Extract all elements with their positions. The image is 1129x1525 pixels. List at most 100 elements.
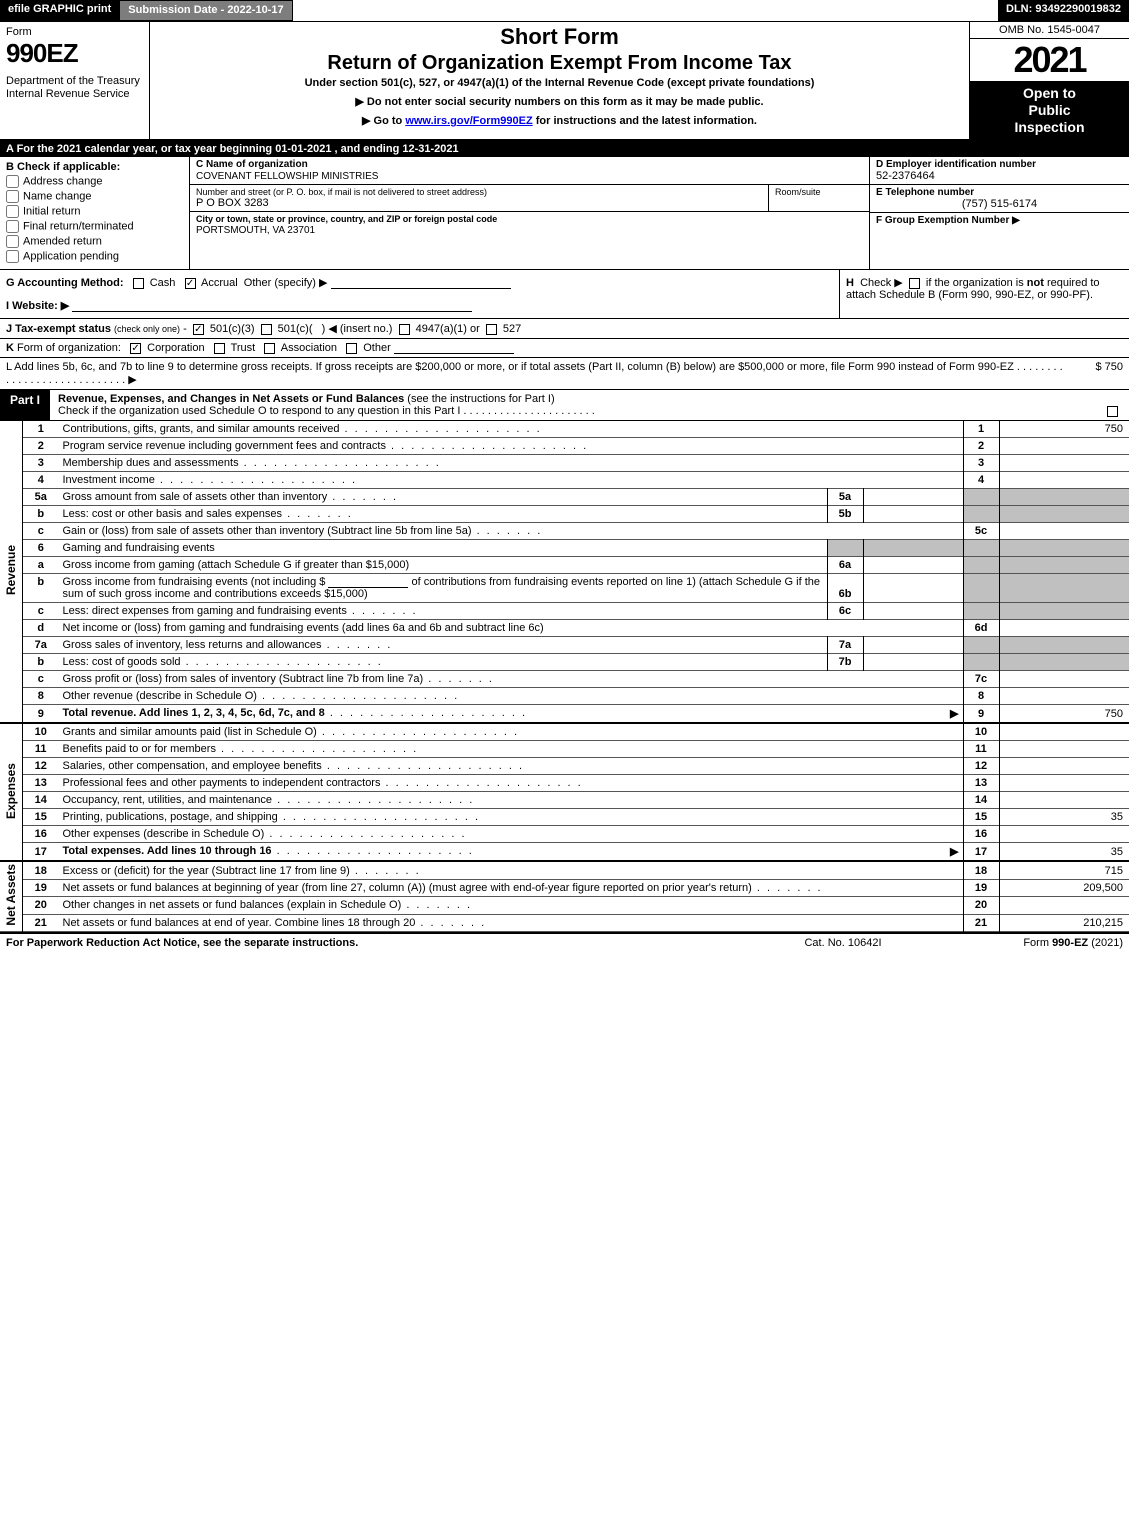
irs-link[interactable]: www.irs.gov/Form990EZ [405,115,532,127]
r5b-sub: 5b [827,506,863,523]
r5b-num: b [23,506,59,523]
r6b-sub: 6b [827,574,863,603]
r9-num: 9 [23,705,59,724]
row-18: Net Assets 18 Excess or (deficit) for th… [0,861,1129,879]
cb-address-change[interactable]: Address change [6,175,183,188]
cb-application-pending-input[interactable] [6,250,19,263]
r16-num: 16 [23,826,59,843]
cb-other-org[interactable] [346,343,357,354]
open-to-public-badge: Open to Public Inspection [970,81,1129,139]
r18-val: 715 [999,861,1129,879]
r7a-num: 7a [23,637,59,654]
r17-num: 17 [23,843,59,862]
cat-no: Cat. No. 10642I [743,937,943,949]
dots-icon [181,656,383,668]
cb-501c[interactable] [261,324,272,335]
under-section-text: Under section 501(c), 527, or 4947(a)(1)… [158,77,961,89]
r3-desc: Membership dues and assessments [59,455,964,472]
cb-schedule-b[interactable] [909,278,920,289]
ein-label: D Employer identification number [876,159,1123,170]
r12-desc: Salaries, other compensation, and employ… [59,758,964,775]
cb-schedule-o-part1[interactable] [1107,406,1118,417]
cb-address-change-input[interactable] [6,175,19,188]
city-label: City or town, state or province, country… [196,214,863,224]
r5c-num: c [23,523,59,540]
r7a-box-shade [963,637,999,654]
cb-amended-return[interactable]: Amended return [6,235,183,248]
cb-association[interactable] [264,343,275,354]
r4-desc-text: Investment income [63,474,155,486]
row-11: 11 Benefits paid to or for members 11 [0,741,1129,758]
r6a-box-shade [963,557,999,574]
r6c-desc-text: Less: direct expenses from gaming and fu… [63,605,347,617]
cb-initial-return[interactable]: Initial return [6,205,183,218]
r5c-val [999,523,1129,540]
submission-date-label: Submission Date - 2022-10-17 [119,0,292,21]
cb-initial-return-input[interactable] [6,205,19,218]
row-6a: a Gross income from gaming (attach Sched… [0,557,1129,574]
section-b-to-f: B Check if applicable: Address change Na… [0,157,1129,270]
cb-corporation[interactable] [130,343,141,354]
row-14: 14 Occupancy, rent, utilities, and maint… [0,792,1129,809]
ein-row: D Employer identification number 52-2376… [870,157,1129,185]
cb-amended-return-input[interactable] [6,235,19,248]
netassets-vlabel: Net Assets [4,864,18,926]
r12-desc-text: Salaries, other compensation, and employ… [63,760,322,772]
room-cell: Room/suite [769,185,869,211]
row-g-h: G Accounting Method: Cash Accrual Other … [0,270,1129,319]
r5a-num: 5a [23,489,59,506]
row-10: Expenses 10 Grants and similar amounts p… [0,723,1129,741]
r18-num: 18 [23,861,59,879]
row-16: 16 Other expenses (describe in Schedule … [0,826,1129,843]
dots-icon [264,828,466,840]
cb-final-return-input[interactable] [6,220,19,233]
row-7b: b Less: cost of goods sold 7b [0,654,1129,671]
cb-527[interactable] [486,324,497,335]
r2-desc: Program service revenue including govern… [59,438,964,455]
r7b-num: b [23,654,59,671]
other-org-blank[interactable] [394,342,514,354]
r1-num: 1 [23,421,59,438]
cb-4947[interactable] [399,324,410,335]
row-6c: c Less: direct expenses from gaming and … [0,603,1129,620]
r6-box-shade [963,540,999,557]
dots-icon [325,707,527,719]
r7a-desc-text: Gross sales of inventory, less returns a… [63,639,322,651]
cb-name-change-input[interactable] [6,190,19,203]
part1-title: Revenue, Expenses, and Changes in Net As… [50,390,1129,420]
r3-desc-text: Membership dues and assessments [63,457,239,469]
r17-desc-text: Total expenses. Add lines 10 through 16 [63,845,272,857]
line-k-form-org: K Form of organization: Corporation Trus… [0,339,1129,358]
r19-desc-text: Net assets or fund balances at beginning… [63,882,752,894]
r7c-desc: Gross profit or (loss) from sales of inv… [59,671,964,688]
website-label: I Website: ▶ [6,300,69,312]
efile-print-label[interactable]: efile GRAPHIC print [0,0,119,21]
dots-icon [347,605,418,617]
r6a-desc: Gross income from gaming (attach Schedul… [59,557,828,574]
cb-application-pending[interactable]: Application pending [6,250,183,263]
phone-label: E Telephone number [876,187,1123,198]
r19-desc: Net assets or fund balances at beginning… [59,879,964,896]
website-blank[interactable] [72,300,472,312]
r6b-d1: Gross income from fundraising events (no… [63,576,326,588]
r9-desc-text: Total revenue. Add lines 1, 2, 3, 4, 5c,… [63,707,325,719]
dots-icon [423,673,494,685]
r1-box: 1 [963,421,999,438]
r10-box: 10 [963,723,999,741]
cb-501c3[interactable] [193,324,204,335]
cb-cash[interactable] [133,278,144,289]
netassets-side-label: Net Assets [0,861,23,931]
cb-trust[interactable] [214,343,225,354]
dots-icon [216,743,418,755]
cb-name-change[interactable]: Name change [6,190,183,203]
r5b-desc-text: Less: cost or other basis and sales expe… [63,508,283,520]
r4-desc: Investment income [59,472,964,489]
r1-desc: Contributions, gifts, grants, and simila… [59,421,964,438]
expenses-side-label: Expenses [0,723,23,861]
other-specify-blank[interactable] [331,277,511,289]
cb-final-return[interactable]: Final return/terminated [6,220,183,233]
r6b-blank[interactable] [328,576,408,588]
cb-accrual[interactable] [185,278,196,289]
r7c-num: c [23,671,59,688]
col-d-e-f: D Employer identification number 52-2376… [869,157,1129,269]
